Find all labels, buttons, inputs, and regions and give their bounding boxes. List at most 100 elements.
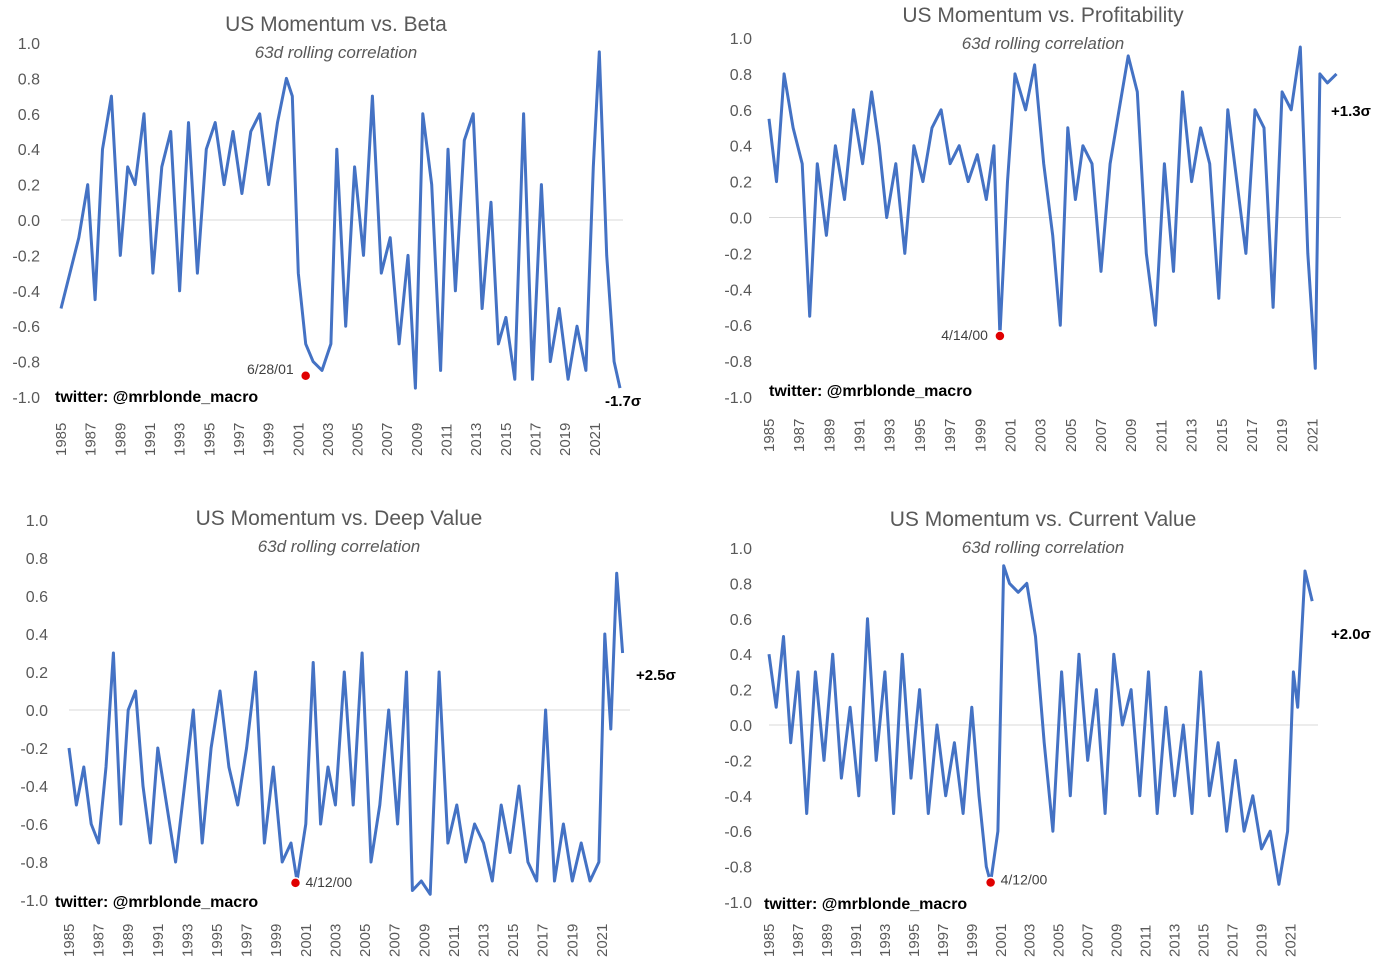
y-tick-label: 0.2 xyxy=(18,178,40,195)
y-tick-label: -1.0 xyxy=(724,390,752,407)
chart-svg: US Momentum vs. Beta 63d rolling correla… xyxy=(12,13,641,456)
y-axis: 1.0 0.8 0.6 0.4 0.2 0.0 -0.2 -0.4 -0.6 -0.8 -1.0 xyxy=(12,36,40,407)
y-tick-label: -0.8 xyxy=(724,860,752,877)
x-tick-label: 1997 xyxy=(239,924,256,957)
sigma-label: +2.5σ xyxy=(636,667,676,684)
x-tick-label: 1989 xyxy=(120,924,137,957)
min-marker-label: 4/14/00 xyxy=(941,327,988,343)
x-tick-label: 1985 xyxy=(61,924,78,957)
x-tick-label: 1985 xyxy=(53,423,70,456)
x-tick-label: 2001 xyxy=(993,924,1010,957)
x-tick-label: 1995 xyxy=(906,924,923,957)
x-tick-label: 2013 xyxy=(1184,419,1201,452)
x-tick-label: 2009 xyxy=(1123,419,1140,452)
min-marker xyxy=(994,330,1006,342)
chart-svg: US Momentum vs. Deep Value 63d rolling c… xyxy=(20,507,676,957)
min-marker-label: 4/12/00 xyxy=(305,874,352,890)
x-tick-label: 1999 xyxy=(972,419,989,452)
x-tick-label: 2013 xyxy=(1167,924,1184,957)
x-tick-label: 1989 xyxy=(112,423,129,456)
y-tick-label: -0.6 xyxy=(12,319,40,336)
x-tick-label: 2017 xyxy=(535,924,552,957)
y-axis: 1.0 0.8 0.6 0.4 0.2 0.0 -0.2 -0.4 -0.6 -0.8 -1.0 xyxy=(20,513,48,910)
x-axis: 1985 1987 1989 1991 1993 1995 1997 1999 2001 2003… xyxy=(761,924,1299,957)
y-tick-label: -1.0 xyxy=(12,390,40,407)
y-tick-label: 0.4 xyxy=(730,647,752,664)
chart-subtitle: 63d rolling correlation xyxy=(962,538,1125,557)
y-tick-label: 0.2 xyxy=(730,683,752,700)
y-tick-label: -0.8 xyxy=(20,855,48,872)
x-tick-label: 2017 xyxy=(1225,924,1242,957)
y-tick-label: 0.8 xyxy=(26,551,48,568)
chart-panel-profitability: US Momentum vs. Profitability 63d rollin… xyxy=(692,0,1384,486)
x-tick-label: 2011 xyxy=(1153,420,1170,452)
chart-subtitle: 63d rolling correlation xyxy=(258,537,421,556)
chart-panel-current-value: US Momentum vs. Current Value 63d rollin… xyxy=(692,487,1384,973)
y-tick-label: -0.2 xyxy=(20,741,48,758)
y-tick-label: 0.6 xyxy=(18,107,40,124)
x-tick-label: 2015 xyxy=(1214,419,1231,452)
x-tick-label: 2015 xyxy=(505,924,522,957)
y-tick-label: -0.4 xyxy=(12,284,40,301)
y-tick-label: 1.0 xyxy=(730,31,752,48)
x-tick-label: 1987 xyxy=(790,924,807,957)
y-tick-label: -1.0 xyxy=(724,895,752,912)
x-tick-label: 2015 xyxy=(1196,924,1213,957)
x-tick-label: 1997 xyxy=(942,419,959,452)
x-tick-label: 2017 xyxy=(1244,419,1261,452)
chart-title: US Momentum vs. Beta xyxy=(225,13,447,36)
y-tick-label: -0.6 xyxy=(724,824,752,841)
x-axis: 1985 1987 1989 1991 1993 1995 1997 1999 2001 2003… xyxy=(53,423,604,456)
x-tick-label: 2019 xyxy=(1254,924,1271,957)
x-tick-label: 2005 xyxy=(357,924,374,957)
x-tick-label: 2009 xyxy=(409,423,426,456)
x-tick-label: 2015 xyxy=(498,423,515,456)
y-tick-label: -1.0 xyxy=(20,893,48,910)
chart-svg: US Momentum vs. Current Value 63d rollin… xyxy=(724,508,1370,957)
x-axis: 1985 1987 1989 1991 1993 1995 1997 1999 2001 2003… xyxy=(61,924,611,957)
x-tick-label: 2007 xyxy=(1093,419,1110,452)
series-line xyxy=(767,45,1338,370)
x-tick-label: 2005 xyxy=(350,423,367,456)
y-tick-label: -0.2 xyxy=(12,248,40,265)
x-tick-label: 1991 xyxy=(852,419,869,452)
x-tick-label: 1993 xyxy=(877,924,894,957)
x-tick-label: 2003 xyxy=(327,924,344,957)
y-tick-label: 0.2 xyxy=(730,175,752,192)
y-tick-label: 0.8 xyxy=(18,71,40,88)
y-tick-label: 0.4 xyxy=(730,139,752,156)
x-tick-label: 1985 xyxy=(761,924,778,957)
y-tick-label: -0.8 xyxy=(12,355,40,372)
x-tick-label: 2019 xyxy=(564,924,581,957)
x-tick-label: 2021 xyxy=(1304,419,1321,452)
x-tick-label: 2019 xyxy=(557,423,574,456)
twitter-handle: twitter: @mrblonde_macro xyxy=(764,896,967,913)
x-tick-label: 1991 xyxy=(150,924,167,957)
min-marker xyxy=(984,876,997,889)
x-tick-label: 2001 xyxy=(298,924,315,957)
y-tick-label: 0.4 xyxy=(26,627,48,644)
y-tick-label: 0.0 xyxy=(26,703,48,720)
chart-panel-beta: US Momentum vs. Beta 63d rolling correla… xyxy=(0,0,692,486)
y-tick-label: -0.8 xyxy=(724,354,752,371)
x-tick-label: 1985 xyxy=(761,419,778,452)
chart-title: US Momentum vs. Deep Value xyxy=(196,507,483,530)
y-tick-label: -0.4 xyxy=(724,789,752,806)
x-tick-label: 2011 xyxy=(439,424,456,456)
x-tick-label: 1999 xyxy=(964,924,981,957)
x-tick-label: 1999 xyxy=(261,423,278,456)
y-axis: 1.0 0.8 0.6 0.4 0.2 0.0 -0.2 -0.4 -0.6 -0.8 -1.0 xyxy=(724,31,752,407)
twitter-handle: twitter: @mrblonde_macro xyxy=(55,389,258,406)
series-line xyxy=(67,571,625,896)
x-tick-label: 1997 xyxy=(231,423,248,456)
sigma-label: -1.7σ xyxy=(605,393,641,410)
chart-title: US Momentum vs. Current Value xyxy=(890,508,1197,531)
x-tick-label: 1999 xyxy=(268,924,285,957)
y-tick-label: 0.6 xyxy=(730,612,752,629)
y-tick-label: 1.0 xyxy=(730,541,752,558)
y-tick-label: -0.4 xyxy=(20,779,48,796)
x-tick-label: 2017 xyxy=(528,423,545,456)
twitter-handle: twitter: @mrblonde_macro xyxy=(769,383,972,400)
y-tick-label: -0.6 xyxy=(20,817,48,834)
y-tick-label: 0.8 xyxy=(730,67,752,84)
